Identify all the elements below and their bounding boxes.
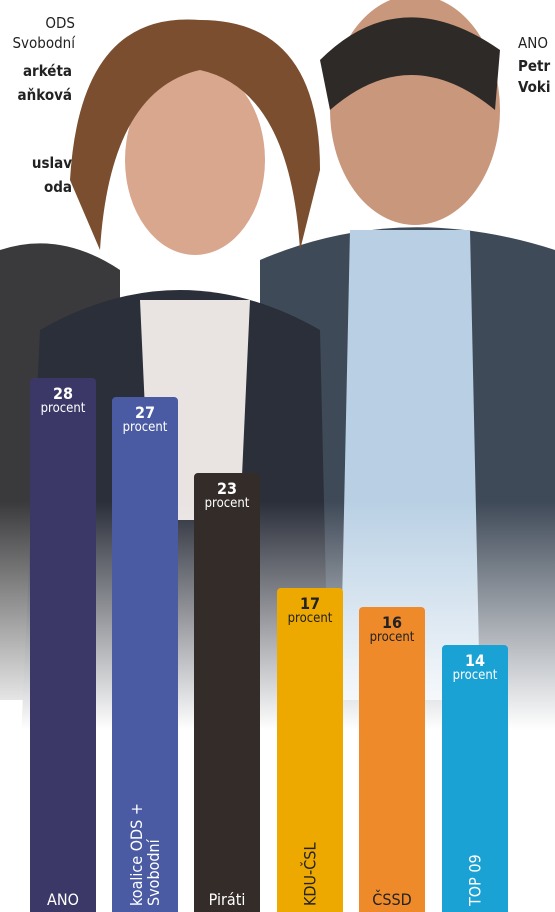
value-label: 14 — [442, 653, 508, 669]
annotation: ODS — [45, 14, 75, 32]
category-label: Piráti — [194, 891, 260, 908]
value-label: 17 — [277, 596, 343, 612]
category-label: ČSSD — [359, 891, 425, 908]
annotation: Voki — [518, 78, 551, 96]
value-label: 23 — [194, 481, 260, 497]
value-unit: procent — [359, 631, 425, 645]
value-unit: procent — [442, 669, 508, 683]
annotation: aňková — [18, 86, 72, 104]
annotation: uslav — [32, 154, 72, 172]
value-unit: procent — [30, 402, 96, 416]
chart: ODS Svobodní arkéta aňková uslav oda ANO Petr Vo… — [0, 0, 555, 912]
annotation: arkéta — [23, 62, 72, 80]
value-label: 28 — [30, 386, 96, 402]
category-label: TOP 09 — [467, 786, 484, 906]
category-label: KDU-ČSL — [302, 786, 319, 906]
category-label: ANO — [30, 891, 96, 908]
value-unit: procent — [112, 421, 178, 435]
annotation: oda — [44, 178, 72, 196]
category-label: koalice ODS + Svobodní — [128, 786, 162, 906]
value-label: 27 — [112, 405, 178, 421]
annotation: Petr — [518, 57, 550, 75]
annotation: Svobodní — [12, 34, 75, 52]
annotation: ANO — [518, 34, 548, 52]
value-label: 16 — [359, 615, 425, 631]
value-unit: procent — [194, 497, 260, 511]
value-unit: procent — [277, 612, 343, 626]
